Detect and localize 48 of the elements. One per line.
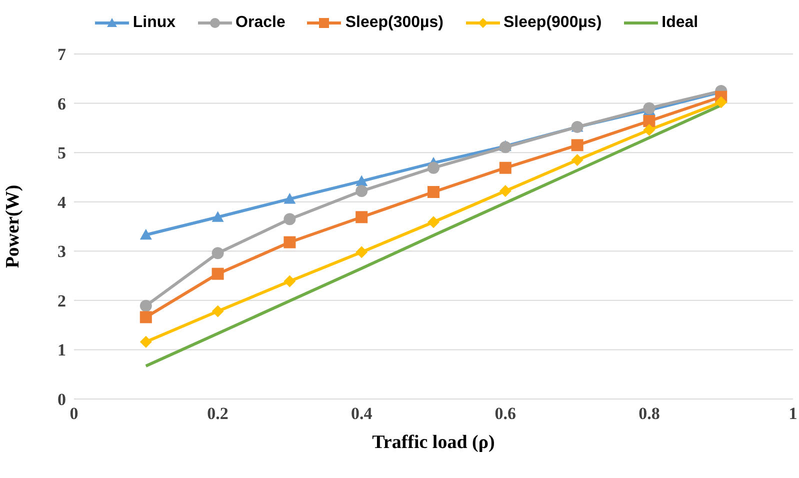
y-axis-title: Power(W) xyxy=(2,184,24,268)
point xyxy=(428,216,440,228)
point xyxy=(715,96,728,108)
legend-label: Sleep(900µs) xyxy=(504,14,602,32)
y-tick-label: 1 xyxy=(58,340,66,360)
point xyxy=(356,211,368,224)
point xyxy=(643,115,656,128)
y-tick-label: 7 xyxy=(58,45,66,64)
point xyxy=(212,211,224,222)
x-tick-label: 0.8 xyxy=(638,404,660,424)
y-tick-label: 0 xyxy=(58,390,66,410)
point xyxy=(499,162,512,174)
y-tick-label: 5 xyxy=(58,144,66,163)
point xyxy=(140,228,152,240)
point xyxy=(140,311,152,324)
point xyxy=(140,336,152,348)
x-axis-title: Traffic load (ρ) xyxy=(372,432,495,453)
point xyxy=(499,141,512,154)
y-tick-label: 6 xyxy=(58,94,66,114)
x-tick-label: 0.6 xyxy=(494,404,516,424)
point xyxy=(284,275,296,288)
point xyxy=(428,186,440,198)
point xyxy=(140,300,152,312)
point xyxy=(643,124,656,136)
point xyxy=(212,268,224,280)
x-tick-label: 1 xyxy=(788,404,798,424)
point xyxy=(284,236,296,248)
legend-label: Oracle xyxy=(236,14,286,32)
x-tick-label: 0 xyxy=(70,404,78,424)
point xyxy=(571,154,584,166)
point xyxy=(284,213,296,226)
point xyxy=(571,139,584,152)
x-tick-label: 0.2 xyxy=(207,404,228,424)
legend-label: Sleep(300µs) xyxy=(345,14,444,32)
point xyxy=(428,162,440,174)
legend-label: Ideal xyxy=(662,14,698,32)
y-tick-label: 4 xyxy=(58,192,66,212)
x-tick-label: 0.4 xyxy=(350,404,373,424)
point xyxy=(499,185,512,198)
point xyxy=(356,175,368,186)
point xyxy=(212,305,224,318)
point xyxy=(212,247,224,260)
point xyxy=(356,185,368,198)
point xyxy=(284,192,296,204)
point xyxy=(356,246,368,258)
y-tick-label: 2 xyxy=(58,291,66,310)
legend-label: Linux xyxy=(132,14,176,32)
y-tick-label: 3 xyxy=(58,242,66,262)
